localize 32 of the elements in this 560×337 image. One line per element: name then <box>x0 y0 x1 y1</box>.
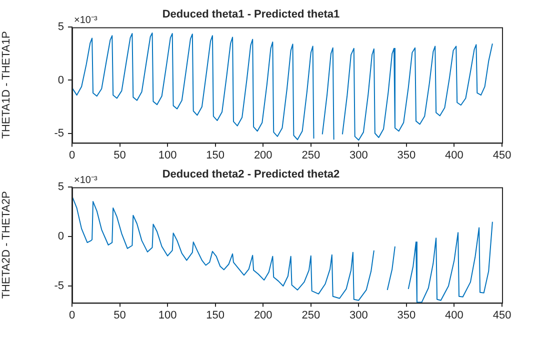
x-tick-label: 100 <box>158 309 177 322</box>
y-axis-title: THETA1D - THETA1P <box>0 31 13 139</box>
y-tick-label: 0 <box>58 74 64 86</box>
y-tick-label: -5 <box>54 127 64 140</box>
x-tick-label: 400 <box>445 149 464 162</box>
x-tick-label: 0 <box>68 149 76 162</box>
x-tick-label: 150 <box>206 309 225 322</box>
x-tick-label: 450 <box>492 309 512 322</box>
x-tick-label: 0 <box>68 309 76 322</box>
x-tick-label: 350 <box>397 309 416 322</box>
x-tick-label: 300 <box>349 149 368 162</box>
x-tick-label: 350 <box>397 149 416 162</box>
chart-title: Deduced theta1 - Predicted theta1 <box>162 8 340 21</box>
x-tick-label: 150 <box>206 149 225 162</box>
y-tick-label: 0 <box>58 230 64 243</box>
text: ×10⁻³ <box>74 174 98 186</box>
x-tick-label: 100 <box>158 149 177 162</box>
x-tick-label: 200 <box>254 149 272 162</box>
text: ×10⁻³ <box>74 14 98 26</box>
x-tick-label: 200 <box>254 309 272 322</box>
x-tick-label: 250 <box>302 149 320 162</box>
x-tick-label: 250 <box>302 309 320 322</box>
x-tick-label: 400 <box>445 309 464 322</box>
x-tick-label: 50 <box>114 309 126 322</box>
chart-title: Deduced theta2 - Predicted theta2 <box>162 168 340 181</box>
y-axis-title: THETA2D - THETA2P <box>0 191 13 299</box>
x-tick-label: 450 <box>492 149 512 162</box>
x-tick-label: 50 <box>114 149 126 162</box>
x-tick-label: 300 <box>349 309 368 322</box>
y-tick-label: 5 <box>58 21 64 34</box>
y-tick-label: 5 <box>58 181 64 194</box>
y-tick-label: -5 <box>54 280 64 292</box>
